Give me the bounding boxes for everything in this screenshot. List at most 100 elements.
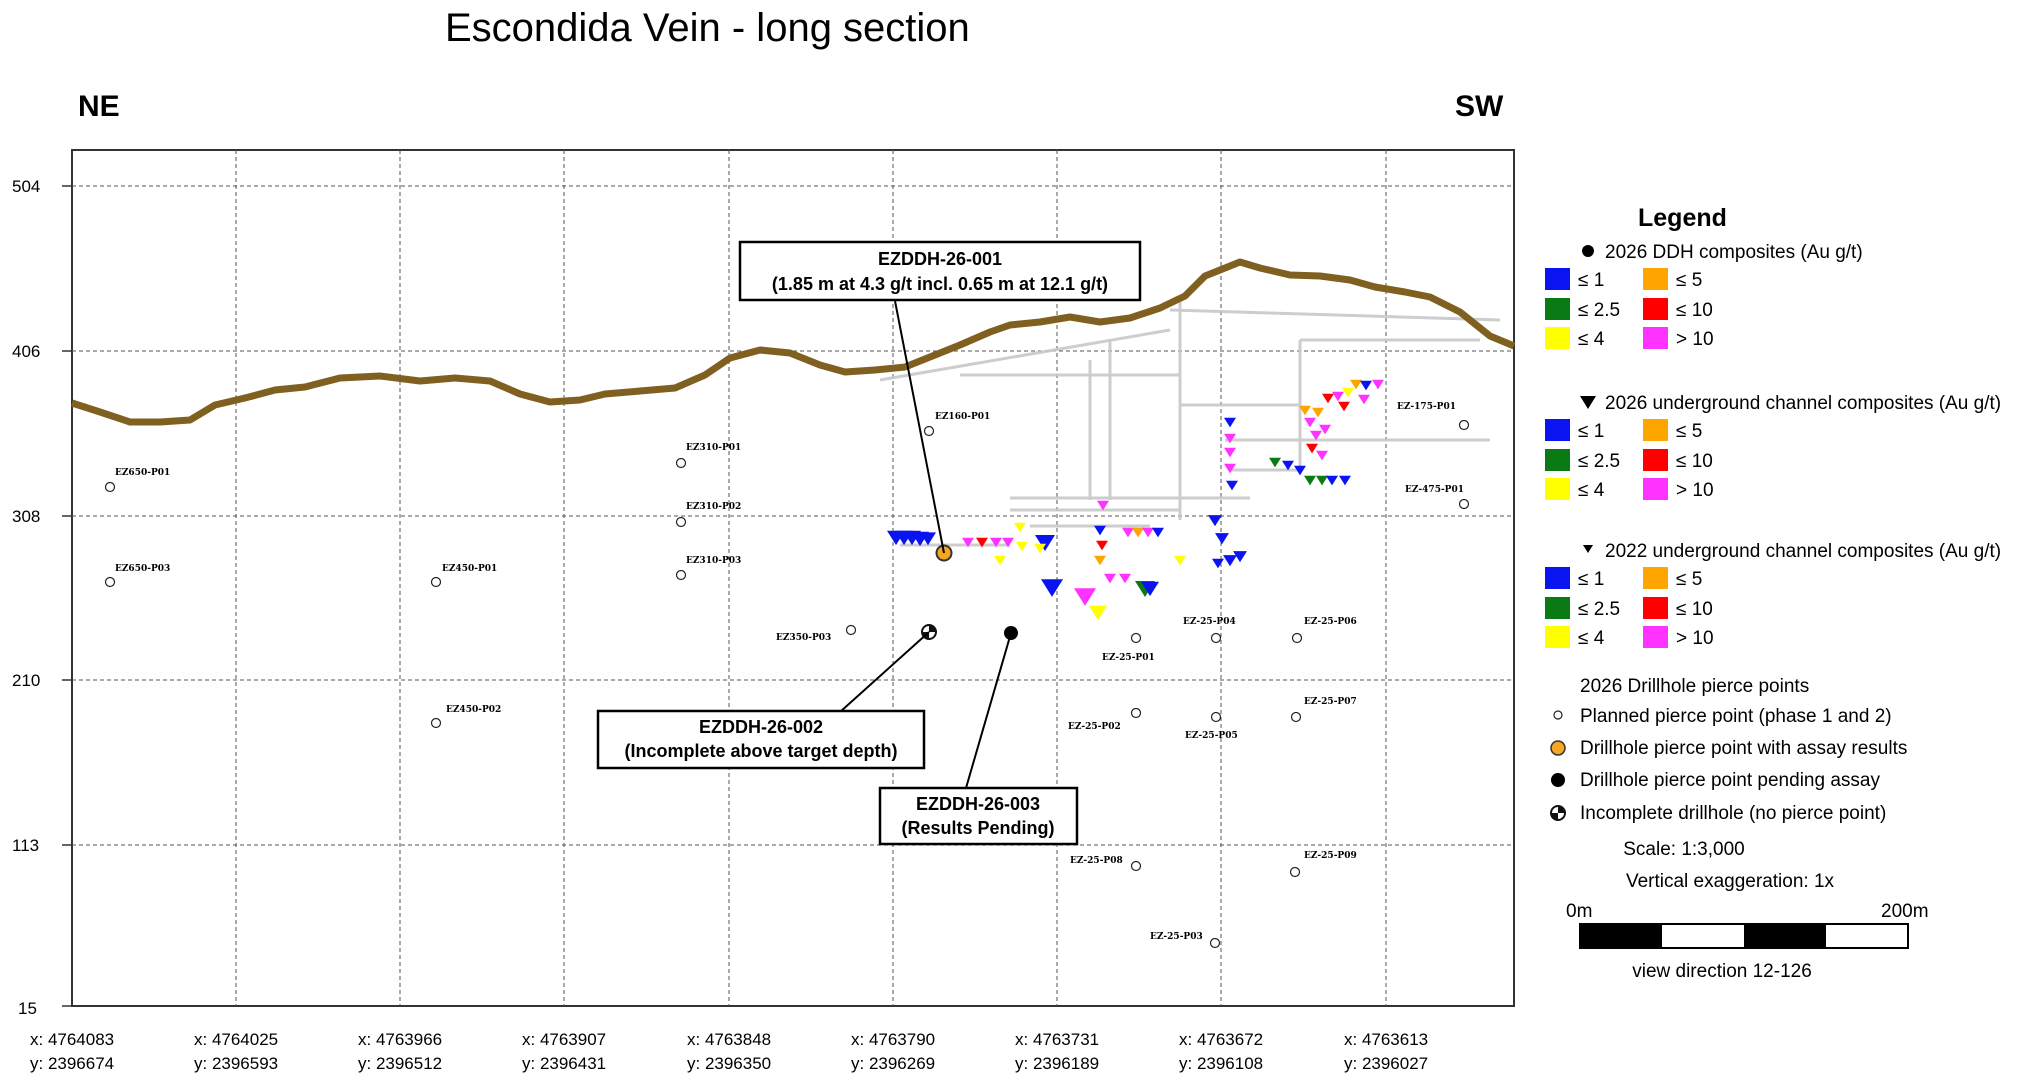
assay-point-icon	[1550, 740, 1566, 756]
channel-composite-marker	[1208, 515, 1222, 527]
pierce-point-label: EZ-25-P06	[1304, 617, 1357, 627]
grade-swatch	[1545, 597, 1570, 619]
channel-composite-marker	[1342, 387, 1354, 398]
callout-ezddh-26-001: EZDDH-26-001 (1.85 m at 4.3 g/t incl. 0.…	[738, 240, 1142, 302]
pending-point-icon	[1551, 773, 1565, 787]
planned-pierce-point	[1290, 711, 1302, 723]
channel-composite-marker	[1141, 581, 1159, 597]
planned-pierce-point	[1210, 632, 1222, 644]
channel-composite-marker	[1226, 480, 1238, 491]
channel-composite-marker	[1316, 450, 1328, 461]
channel-composite-marker	[1269, 457, 1281, 468]
channel-composite-marker	[1035, 535, 1055, 551]
channel-composite-marker	[920, 532, 936, 546]
x-tick-label: x: 4764025	[194, 1030, 278, 1049]
legend-item-label: Incomplete drillhole (no pierce point)	[1580, 803, 1886, 824]
x-tick-label: x: 4763790	[851, 1030, 935, 1049]
channel-composite-marker	[1122, 527, 1134, 538]
grade-swatch	[1545, 567, 1570, 589]
pierce-point-label: EZ450-P02	[446, 705, 501, 715]
channel-composite-marker	[976, 537, 988, 548]
grade-swatch	[1545, 419, 1570, 441]
legend-group-title: 2022 underground channel composites (Au …	[1605, 541, 2001, 562]
scalebar-start-label: 0m	[1566, 901, 1592, 922]
channel-composite-marker	[1224, 463, 1236, 474]
callout-leaders	[839, 300, 1012, 789]
grade-label: > 10	[1676, 329, 1714, 350]
callout-detail: (Incomplete above target depth)	[624, 741, 897, 761]
x-tick-label: y: 2396512	[358, 1054, 442, 1073]
y-tick-label: 210	[12, 671, 40, 690]
callout-detail: (1.85 m at 4.3 g/t incl. 0.65 m at 12.1 …	[772, 274, 1108, 294]
working-ramp	[1169, 308, 1501, 322]
grade-label: ≤ 4	[1578, 628, 1605, 649]
channel-composite-marker	[1224, 417, 1236, 428]
y-axis: 504 406 308 210 113 15	[12, 177, 72, 1018]
pierce-point-label: EZ-25-P08	[1070, 856, 1123, 866]
pierce-point-label: EZ650-P01	[115, 468, 170, 478]
grade-swatch	[1545, 298, 1570, 320]
x-tick-label: y: 2396108	[1179, 1054, 1263, 1073]
y-tick-label: 113	[12, 836, 39, 855]
drillhole-results	[921, 544, 1018, 640]
pierce-point-label: EZ-175-P01	[1397, 402, 1456, 412]
y-tick-label: 15	[18, 999, 37, 1018]
channel-composite-marker	[1014, 522, 1026, 533]
channel-composite-marker	[1310, 430, 1322, 441]
grade-label: ≤ 5	[1676, 270, 1702, 291]
channel-composite-marker	[1212, 558, 1224, 569]
grade-swatch	[1643, 268, 1668, 290]
channel-composite-marker	[1016, 541, 1028, 552]
grade-label: > 10	[1676, 480, 1714, 501]
planned-pierce-point	[104, 576, 116, 588]
planned-pierce-point	[1209, 937, 1221, 949]
grade-swatch	[1545, 327, 1570, 349]
x-tick-label: y: 2396189	[1015, 1054, 1099, 1073]
channel-composite-marker	[1339, 475, 1351, 486]
channel-composite-marker	[1304, 417, 1316, 428]
pierce-point-label: EZ650-P03	[115, 564, 170, 574]
channel-composite-marker	[1152, 527, 1164, 538]
channel-composite-marker	[1233, 551, 1247, 563]
x-axis: x: 4764083 y: 2396674 x: 4764025 y: 2396…	[30, 1030, 1428, 1073]
planned-pierce-point	[1130, 860, 1142, 872]
view-direction-text: view direction 12-126	[1632, 961, 1812, 982]
scale-text: Scale: 1:3,000	[1623, 839, 1744, 860]
scalebar-end-label: 200m	[1881, 901, 1929, 922]
planned-pierce-point	[1458, 498, 1470, 510]
y-tick-label: 406	[12, 342, 40, 361]
grade-label: ≤ 2.5	[1578, 599, 1620, 620]
channel-composite-marker	[1372, 379, 1384, 390]
working-ramp	[879, 328, 1171, 382]
y-tick-label: 504	[12, 177, 40, 196]
x-tick-label: x: 4763966	[358, 1030, 442, 1049]
legend-group-title: 2026 underground channel composites (Au …	[1605, 393, 2001, 414]
pierce-point-label: EZ-25-P07	[1304, 697, 1357, 707]
grade-swatch	[1643, 567, 1668, 589]
x-tick-label: x: 4764083	[30, 1030, 114, 1049]
x-tick-label: y: 2396431	[522, 1054, 606, 1073]
pierce-point-label: EZ-25-P04	[1183, 617, 1236, 627]
pierce-point-label: EZ160-P01	[935, 412, 990, 422]
channel-composite-marker	[1074, 588, 1096, 606]
ddh-composite-icon	[1582, 245, 1594, 257]
pierce-point-label: EZ-475-P01	[1405, 485, 1464, 495]
channel-composite-marker	[1002, 537, 1014, 548]
callout-title: EZDDH-26-001	[878, 249, 1002, 269]
pierce-point-label: EZ310-P03	[686, 556, 741, 566]
x-tick-label: x: 4763672	[1179, 1030, 1263, 1049]
channel-composite-marker	[1041, 579, 1063, 597]
grade-swatch	[1643, 478, 1668, 500]
planned-pierce-point	[1291, 632, 1303, 644]
planned-point-icon	[1553, 710, 1563, 720]
planned-pierce-point	[430, 717, 442, 729]
planned-pierce-point	[1130, 632, 1142, 644]
legend: Legend 2026 DDH composites (Au g/t) ≤ 1 …	[1545, 204, 2001, 982]
pierce-point-label: EZ-25-P01	[1102, 653, 1155, 663]
channel-composite-marker	[1104, 573, 1116, 584]
legend-item-label: Planned pierce point (phase 1 and 2)	[1580, 706, 1892, 727]
planned-pierce-point	[1289, 866, 1301, 878]
legend-group-title: 2026 DDH composites (Au g/t)	[1605, 242, 1863, 263]
